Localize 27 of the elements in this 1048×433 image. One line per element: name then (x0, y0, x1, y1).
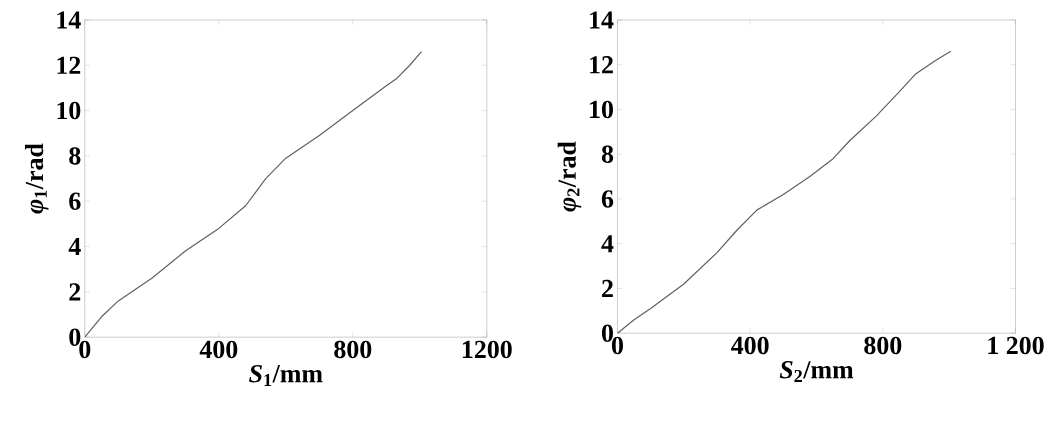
y-tick-label: 2 (602, 279, 613, 298)
y-tick-label: 12 (57, 56, 81, 74)
y-tick-label: 14 (590, 11, 614, 29)
x-tick-label: 800 (334, 340, 372, 359)
x-tick-label: 400 (199, 340, 238, 359)
y-tick-label: 10 (590, 100, 613, 119)
y-tick-label: 4 (601, 235, 614, 253)
y-tick-label: 0 (601, 324, 613, 342)
y-axis-title: φ$_{2}$/rad (557, 141, 582, 212)
line-series (84, 51, 423, 338)
y-tick-label: 14 (57, 11, 81, 29)
x-axis-title: S$_{2}$/mm (779, 361, 854, 382)
line-series (617, 50, 952, 334)
y-tick-label: 6 (69, 192, 81, 210)
y-tick-label: 12 (590, 56, 613, 74)
x-tick-label: 800 (864, 336, 902, 355)
y-axis-title: φ$_{1}$/rad (24, 143, 49, 214)
y-tick-label: 10 (57, 101, 81, 120)
y-tick-label: 2 (69, 283, 81, 301)
x-tick-label: 1 200 (988, 336, 1044, 355)
y-tick-label: 4 (68, 238, 81, 256)
y-tick-label: 8 (69, 147, 81, 165)
x-tick-label: 1200 (462, 340, 512, 359)
y-tick-label: 6 (601, 190, 614, 208)
x-tick-label: 400 (731, 336, 769, 355)
y-tick-label: 8 (601, 145, 614, 163)
x-axis-title: S$_{1}$/mm (249, 365, 323, 386)
